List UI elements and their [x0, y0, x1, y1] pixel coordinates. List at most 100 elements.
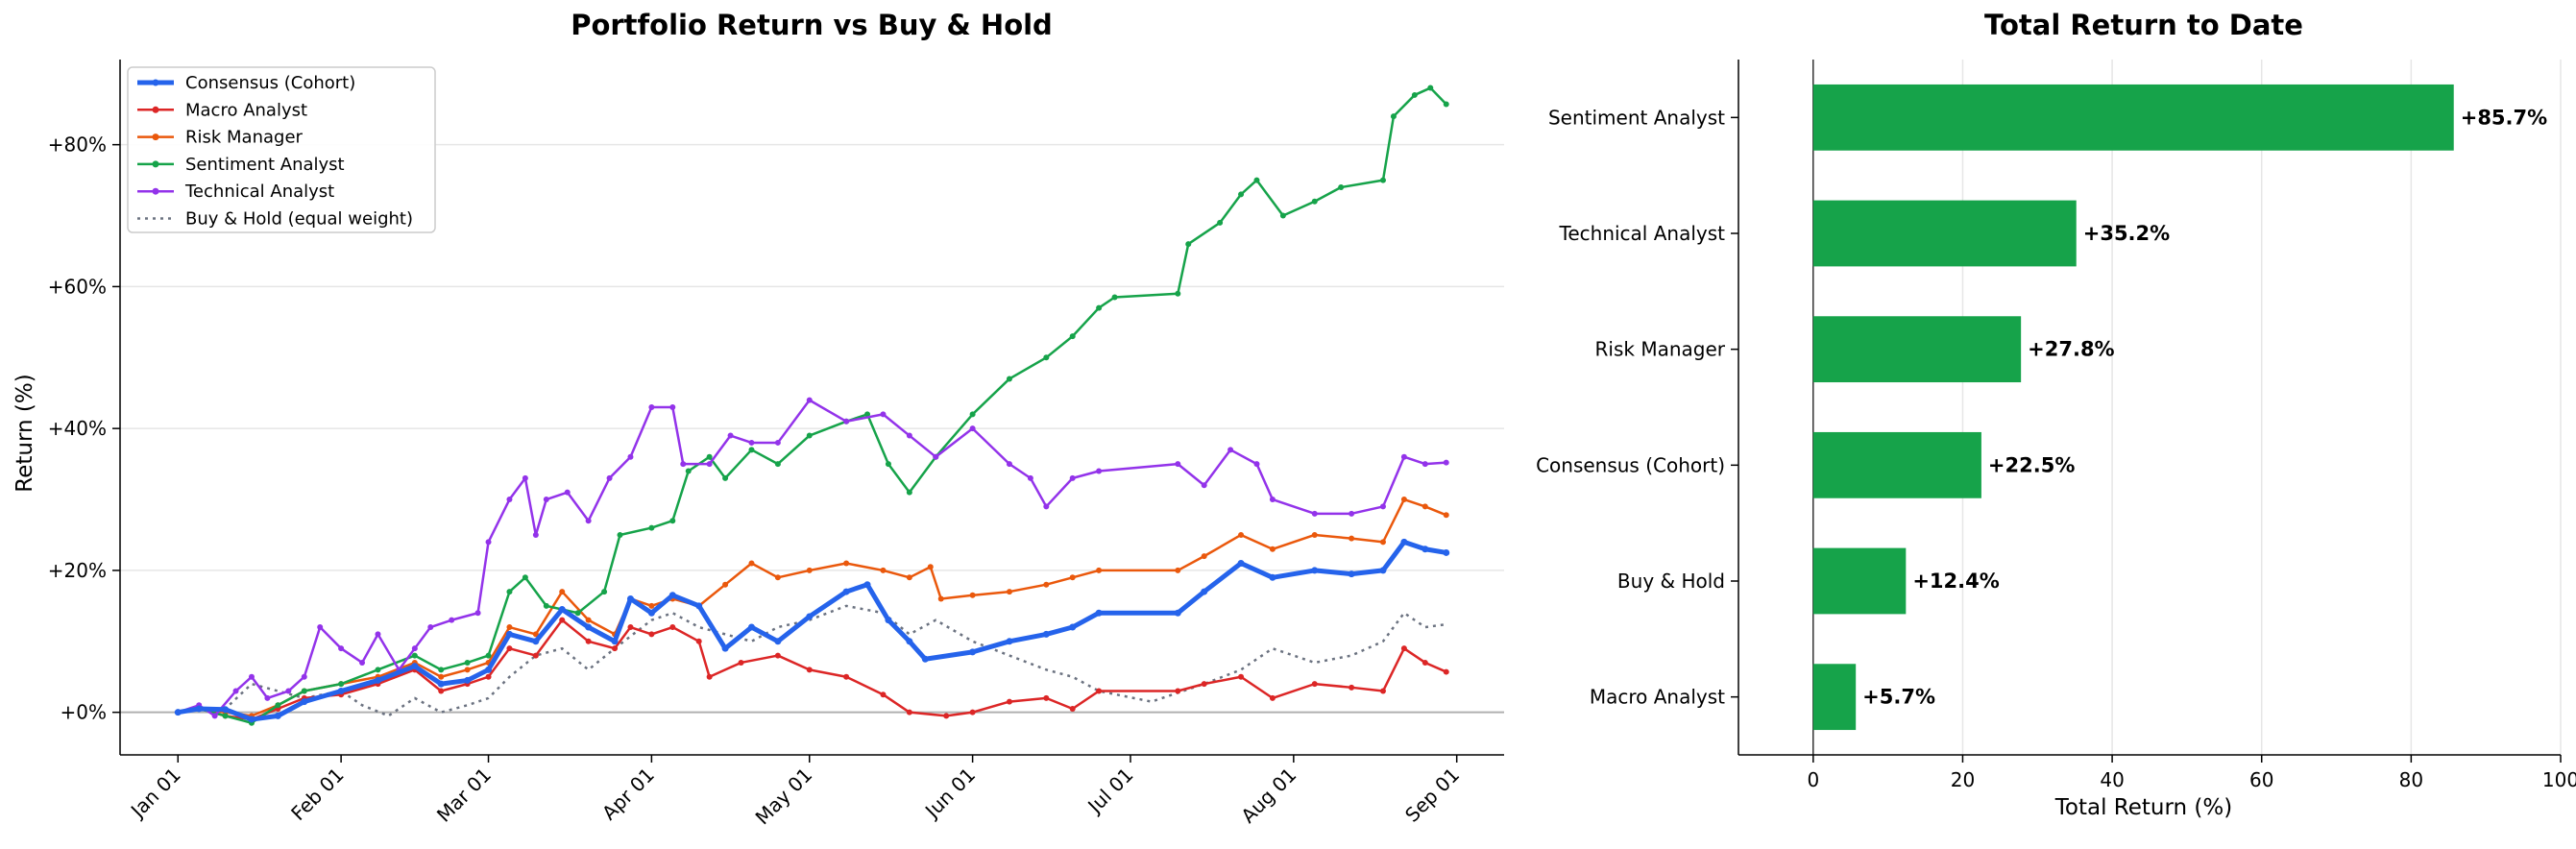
legend-marker: [152, 106, 159, 113]
data-point: [1043, 503, 1050, 510]
data-point: [685, 468, 692, 474]
data-point: [274, 712, 281, 719]
data-point: [532, 531, 539, 538]
legend-item: Sentiment Analyst: [137, 155, 345, 175]
data-point: [1006, 376, 1012, 382]
data-point: [738, 659, 744, 666]
data-point: [1269, 573, 1276, 581]
data-point: [1096, 567, 1103, 573]
data-point: [669, 624, 676, 631]
series-line: [178, 619, 1447, 721]
data-point: [222, 706, 230, 714]
data-point: [1174, 609, 1181, 617]
bar: [1812, 431, 1981, 498]
data-point: [359, 659, 366, 666]
data-point: [1349, 684, 1355, 691]
data-point: [301, 698, 308, 706]
data-point: [1443, 668, 1449, 675]
data-point: [248, 673, 255, 680]
data-point: [485, 673, 492, 680]
data-point: [969, 648, 977, 656]
data-point: [1379, 503, 1386, 510]
data-point: [1269, 497, 1276, 503]
legend-label: Risk Manager: [185, 128, 304, 148]
category-label: Buy & Hold: [1617, 570, 1725, 593]
data-point: [449, 617, 455, 623]
data-point: [574, 610, 581, 617]
y-tick-label: +0%: [61, 701, 108, 724]
data-point: [843, 673, 850, 680]
data-point: [532, 631, 539, 638]
x-tick-label: Sep 01: [1400, 764, 1464, 827]
data-point: [1096, 468, 1103, 474]
data-point: [564, 489, 571, 496]
data-point: [606, 474, 613, 481]
data-point: [1311, 531, 1318, 538]
legend-item: Technical Analyst: [137, 182, 334, 202]
data-point: [648, 404, 655, 410]
data-point: [1311, 198, 1318, 205]
data-point: [374, 676, 381, 684]
data-point: [1175, 461, 1181, 468]
data-point: [937, 595, 944, 602]
data-point: [1390, 113, 1397, 120]
data-point: [806, 613, 814, 620]
x-tick-label: 40: [2100, 768, 2124, 791]
data-point: [1069, 574, 1076, 581]
legend-item: Risk Manager: [137, 128, 304, 148]
series-line: [177, 539, 1447, 722]
series-line: [177, 399, 1446, 717]
data-point: [1042, 630, 1050, 638]
data-point: [627, 453, 634, 460]
bar-value-label: +5.7%: [1862, 686, 1935, 709]
data-point: [906, 709, 912, 716]
data-point: [748, 439, 755, 446]
data-point: [1238, 673, 1245, 680]
bar: [1812, 84, 2454, 151]
bar-group: +5.7%: [1812, 664, 1935, 731]
axes: 0 20 40 60 80 100 Sentiment Analyst Technical A…: [1536, 60, 2576, 791]
data-point: [1185, 241, 1192, 248]
legend-marker: [152, 187, 159, 195]
data-point: [1175, 290, 1181, 297]
data-point: [722, 581, 729, 588]
legend-label: Technical Analyst: [184, 182, 334, 202]
data-point: [474, 610, 481, 617]
data-point: [317, 624, 324, 631]
legend-label: Buy & Hold (equal weight): [185, 209, 413, 230]
data-point: [1175, 688, 1181, 694]
data-point: [668, 592, 676, 599]
data-point: [485, 539, 492, 546]
x-tick-label: Mar 01: [432, 764, 496, 827]
data-point: [617, 531, 623, 538]
data-point: [1111, 294, 1118, 301]
data-point: [438, 667, 445, 673]
data-point: [1379, 177, 1386, 183]
data-point: [669, 518, 676, 524]
data-point: [285, 688, 292, 694]
data-point: [1253, 461, 1260, 468]
data-point: [864, 411, 871, 418]
data-point: [969, 592, 976, 598]
data-point: [648, 631, 655, 638]
y-tick-label: +60%: [48, 275, 107, 298]
data-point: [1006, 698, 1012, 705]
data-point: [933, 453, 939, 460]
data-point: [1006, 638, 1013, 645]
data-point: [843, 560, 850, 567]
data-point: [1422, 659, 1428, 666]
y-axis-label: Return (%): [12, 374, 37, 492]
data-point: [601, 589, 608, 595]
data-point: [969, 709, 976, 716]
bar: [1812, 316, 2022, 383]
data-point: [647, 609, 655, 617]
series-technical-analyst: [175, 397, 1449, 719]
bar-group: +22.5%: [1812, 431, 2075, 498]
data-point: [485, 666, 493, 673]
data-point: [1006, 589, 1012, 595]
data-point: [1237, 560, 1245, 568]
data-point: [1069, 474, 1076, 481]
data-point: [1269, 546, 1276, 552]
data-point: [722, 474, 729, 481]
data-point: [906, 638, 913, 645]
